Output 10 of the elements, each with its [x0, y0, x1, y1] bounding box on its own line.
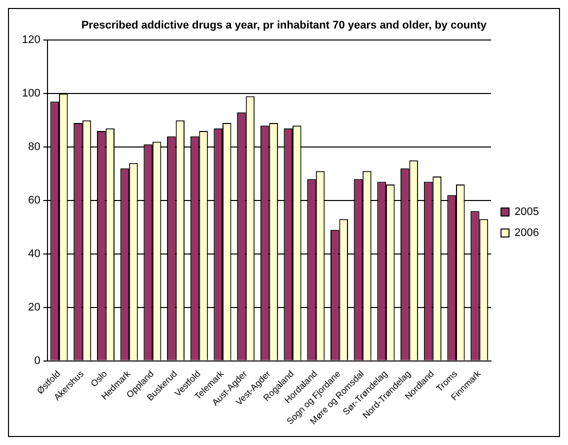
- y-tick-label: 120: [22, 34, 40, 46]
- legend-label: 2005: [514, 206, 540, 218]
- y-tick-label: 60: [28, 194, 40, 207]
- y-tick-label: 0: [34, 354, 40, 367]
- chart-title: Prescribed addictive drugs a year, pr inhabitant 70 years and older, by county: [81, 20, 488, 32]
- y-tick-label: 80: [28, 141, 40, 154]
- y-tick-label: 40: [28, 248, 40, 260]
- y-tick-label: 100: [22, 88, 40, 100]
- y-tick-label: 20: [28, 301, 40, 314]
- legend-label: 2006: [514, 227, 540, 240]
